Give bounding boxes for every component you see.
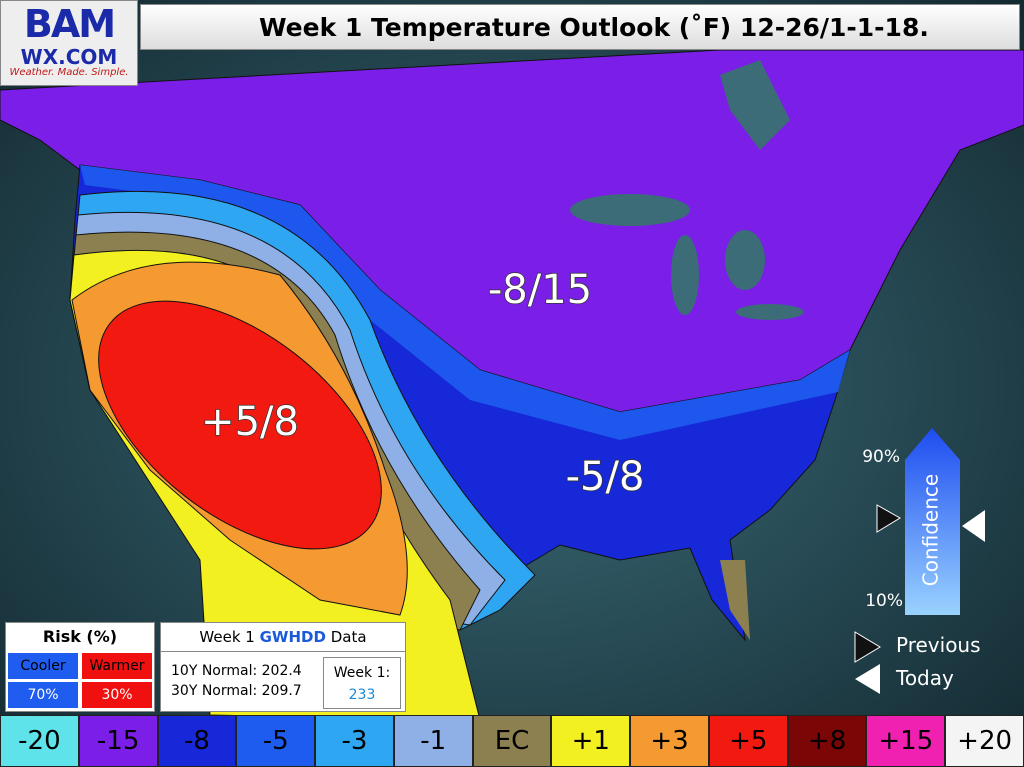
lake	[671, 235, 699, 315]
lake	[570, 194, 690, 226]
normal-10y: 10Y Normal: 202.4	[171, 663, 302, 679]
bay	[720, 60, 790, 150]
legend-cell: EC	[472, 715, 552, 767]
florida	[720, 560, 750, 640]
lake	[725, 230, 765, 290]
today-icon	[855, 664, 880, 694]
legend-cell: +20	[945, 715, 1024, 767]
legend-cell: -1	[393, 715, 473, 767]
legend-cell: +8	[787, 715, 867, 767]
map-label: -8/15	[488, 267, 592, 313]
legend-cell: +1	[551, 715, 631, 767]
risk-box: Risk (%) Cooler Warmer 70% 30%	[5, 622, 155, 712]
normal-30y: 30Y Normal: 209.7	[171, 683, 302, 699]
map-label: -5/8	[566, 454, 645, 500]
cooler-value: 70%	[8, 682, 78, 708]
gwhdd-title: Week 1 GWHDD Data	[161, 623, 405, 652]
legend-cell: +3	[630, 715, 709, 767]
logo-site: WX.COM	[20, 45, 118, 69]
gwhdd-title-part: Data	[330, 628, 367, 646]
warmer-label: Warmer	[82, 653, 152, 679]
week-value: 233	[348, 687, 376, 703]
risk-title: Risk (%)	[42, 627, 118, 646]
lake	[736, 304, 804, 320]
title: Week 1 Temperature Outlook (˚F) 12-26/1-…	[259, 12, 929, 42]
previous-icon	[854, 631, 881, 663]
title-bar: Week 1 Temperature Outlook (˚F) 12-26/1-…	[140, 4, 1020, 50]
legend-cell: -15	[78, 715, 158, 767]
previous-text: Previous	[896, 633, 981, 657]
legend-cell: +5	[708, 715, 788, 767]
gwhdd-title-part: Week 1	[199, 628, 255, 646]
legend-cell: -5	[236, 715, 316, 767]
legend-cell: -8	[157, 715, 237, 767]
confidence-arrow	[905, 428, 960, 615]
week-box: Week 1: 233	[323, 657, 401, 709]
legend-cell: +15	[866, 715, 946, 767]
logo-tagline: Weather. Made. Simple.	[9, 67, 129, 78]
logo-name: BAM	[23, 2, 116, 46]
map-label: +5/8	[201, 399, 299, 445]
warmer-value: 30%	[82, 682, 152, 708]
confidence-label: Confidence	[919, 474, 943, 586]
previous-marker	[876, 504, 901, 533]
logo: BAM WX.COM Weather. Made. Simple.	[0, 0, 138, 86]
today-marker	[962, 510, 985, 542]
confidence-high: 90%	[862, 447, 900, 467]
gwhdd-box: Week 1 GWHDD Data 10Y Normal: 202.4 30Y …	[160, 622, 406, 712]
gwhdd-title-part: GWHDD	[259, 628, 326, 646]
cooler-label: Cooler	[8, 653, 78, 679]
band-plus5	[98, 300, 382, 550]
today-text: Today	[895, 666, 954, 690]
confidence-low: 10%	[865, 591, 903, 611]
week-label: Week 1:	[333, 665, 391, 681]
legend-cell: -20	[0, 715, 79, 767]
legend-cell: -3	[315, 715, 394, 767]
